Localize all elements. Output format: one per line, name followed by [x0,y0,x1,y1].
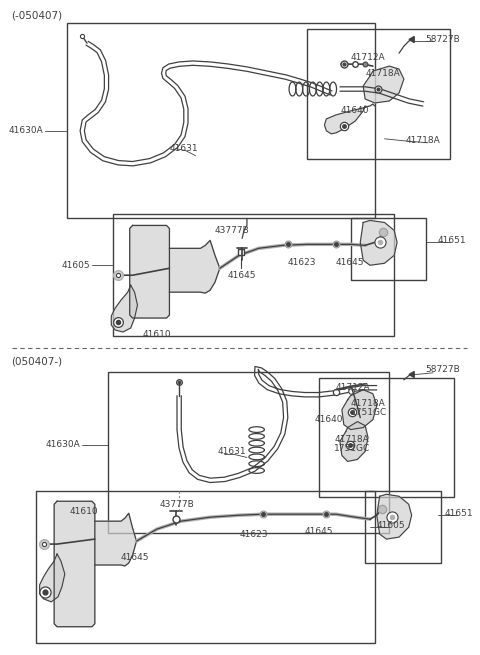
Text: 58727B: 58727B [425,35,460,44]
Text: (-050407): (-050407) [12,10,63,20]
Bar [113,214,394,336]
Bar [365,491,441,563]
Bar [108,372,389,533]
Text: 41623: 41623 [288,258,316,267]
Polygon shape [377,495,412,539]
Text: 1751GC: 1751GC [334,444,371,453]
Text: 41610: 41610 [143,331,171,339]
Polygon shape [111,285,137,332]
Text: 41645: 41645 [336,258,365,267]
Text: 41610: 41610 [70,507,98,515]
Text: 41718A: 41718A [350,399,385,408]
Bar [307,29,450,159]
Polygon shape [169,240,220,293]
Text: 41630A: 41630A [9,126,44,136]
Bar [350,219,426,280]
Text: 41651: 41651 [438,236,467,245]
Text: 43777B: 43777B [215,226,250,235]
Text: 43777B: 43777B [160,500,194,509]
Text: 41645: 41645 [304,527,333,536]
Text: (050407-): (050407-) [12,357,63,367]
Polygon shape [324,104,375,134]
Text: 41718A: 41718A [334,435,369,444]
Text: 41645: 41645 [120,553,149,561]
Text: 41623: 41623 [240,530,268,538]
Text: 41645: 41645 [228,271,256,280]
Text: 41712A: 41712A [336,383,371,392]
Polygon shape [342,390,377,430]
Polygon shape [54,501,95,627]
Polygon shape [95,514,136,566]
Text: 41640: 41640 [341,106,370,115]
Text: 41631: 41631 [218,447,247,456]
Bar [36,491,375,643]
Polygon shape [360,221,397,265]
Text: 1751GC: 1751GC [350,408,387,417]
Polygon shape [363,66,404,103]
Polygon shape [340,422,368,461]
Text: 41631: 41631 [169,144,198,153]
Text: 41640: 41640 [315,415,343,424]
Text: 41718A: 41718A [406,136,441,145]
Text: 58727B: 58727B [425,365,460,374]
Text: 41712A: 41712A [350,52,385,62]
Text: 41605: 41605 [377,521,406,530]
Text: 41605: 41605 [61,261,90,270]
Text: 41718A: 41718A [365,69,400,77]
Polygon shape [40,554,65,602]
Polygon shape [130,225,169,318]
Text: 41651: 41651 [444,509,473,517]
Bar [67,24,375,219]
Text: 41630A: 41630A [46,440,80,449]
Bar [319,378,454,497]
